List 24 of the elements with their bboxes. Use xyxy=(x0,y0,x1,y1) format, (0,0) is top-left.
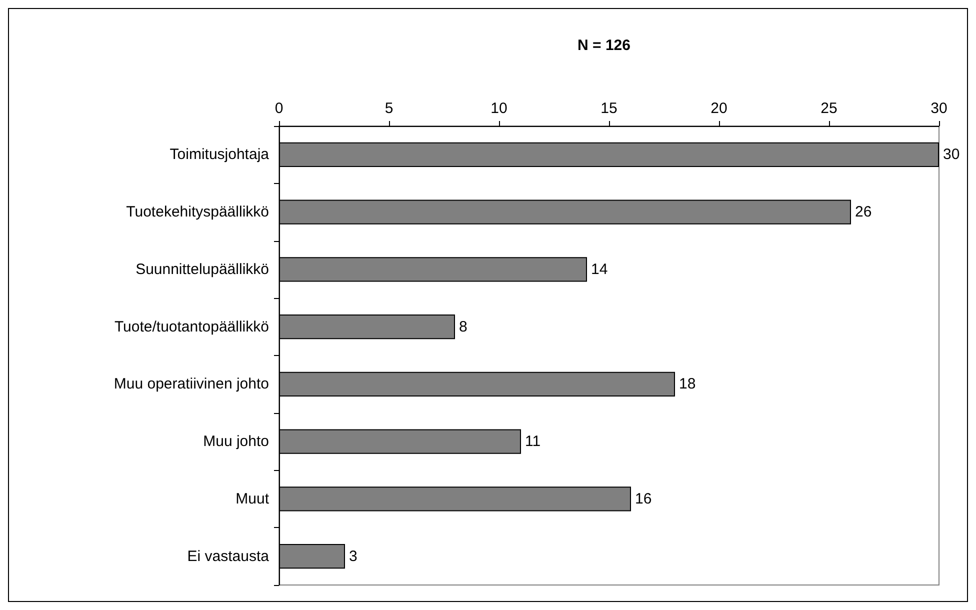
y-tick-label: Ei vastausta xyxy=(187,548,270,565)
y-tick-label: Suunnittelupäällikkö xyxy=(136,260,269,278)
data-label: 3 xyxy=(349,548,358,565)
y-tick-label: Muu johto xyxy=(203,433,269,450)
data-label: 14 xyxy=(591,260,608,278)
data-label: 18 xyxy=(679,376,696,393)
data-label: 11 xyxy=(525,433,541,450)
x-tick-label: 0 xyxy=(274,100,284,117)
y-tick-label: Muu operatiivinen johto xyxy=(114,376,269,393)
data-label: 30 xyxy=(943,146,960,164)
x-tick-label: 5 xyxy=(384,100,394,117)
y-tick-label: Toimitusjohtaja xyxy=(170,146,270,164)
data-label: 26 xyxy=(855,204,872,221)
x-tick-label: 25 xyxy=(820,100,838,117)
x-tick-label: 20 xyxy=(710,100,728,117)
y-tick-label: Muut xyxy=(236,490,270,508)
y-tick-label: Tuotekehityspäällikkö xyxy=(126,204,269,221)
x-tick-label: 15 xyxy=(600,100,618,117)
chart-title: N = 126 xyxy=(578,37,630,54)
x-tick-label: 30 xyxy=(930,100,948,117)
data-label: 8 xyxy=(459,318,468,336)
y-tick-label: Tuote/tuotantopäällikkö xyxy=(114,318,269,336)
data-label: 16 xyxy=(635,490,652,508)
x-tick-label: 10 xyxy=(490,100,508,117)
